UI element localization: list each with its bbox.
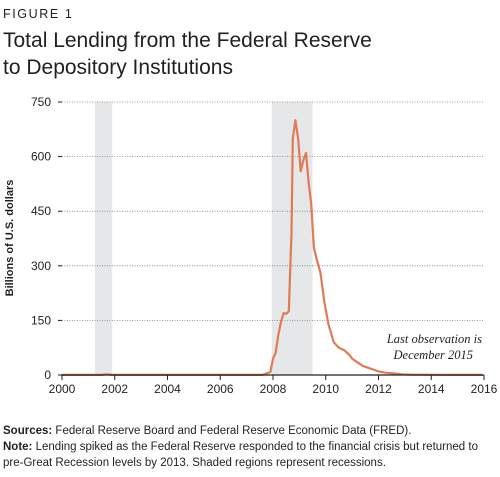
y-tick-label-300: 300 <box>31 259 51 273</box>
y-tick-label-0: 0 <box>44 368 51 382</box>
x-tick-label-2016: 2016 <box>471 382 498 396</box>
x-tick-label-2002: 2002 <box>101 382 128 396</box>
note-text: Lending spiked as the Federal Reserve re… <box>3 441 478 469</box>
axes <box>58 101 485 380</box>
x-tick-label-2006: 2006 <box>207 382 234 396</box>
y-axis-label: Billions of U.S. dollars <box>4 180 16 297</box>
y-tick-label-600: 600 <box>31 150 51 164</box>
sources-label: Sources: <box>3 425 53 437</box>
y-tick-label-450: 450 <box>31 204 51 218</box>
line-chart: 0 150 300 450 600 750 2000 2002 2004 2006 2008 2010… <box>4 95 498 396</box>
y-tick-label-750: 750 <box>31 95 51 109</box>
series-layer <box>60 119 483 376</box>
series-line-total-lending <box>60 119 483 376</box>
chart-title: Total Lending from the Federal Reserve t… <box>3 27 493 81</box>
chart-notes: Sources: Federal Reserve Board and Feder… <box>3 423 497 471</box>
x-tick-label-2004: 2004 <box>154 382 181 396</box>
x-tick-label-2008: 2008 <box>260 382 287 396</box>
annotation-line-1: Last observation is <box>386 332 482 346</box>
annotation-line-2: December 2015 <box>393 348 474 362</box>
axis-labels: 0 150 300 450 600 750 2000 2002 2004 2006 2008 2010… <box>4 95 498 396</box>
note-line: Note: Lending spiked as the Federal Rese… <box>3 439 497 471</box>
gridlines <box>62 101 484 321</box>
x-tick-label-2000: 2000 <box>49 382 76 396</box>
recession-band-1 <box>94 102 113 375</box>
x-tick-label-2012: 2012 <box>365 382 392 396</box>
recession-bands <box>94 102 313 375</box>
sources-text: Federal Reserve Board and Federal Reserv… <box>52 425 412 437</box>
figure-label: FIGURE 1 <box>3 7 74 21</box>
note-label: Note: <box>3 441 33 453</box>
x-tick-label-2014: 2014 <box>418 382 445 396</box>
sources-line: Sources: Federal Reserve Board and Feder… <box>3 423 497 439</box>
y-tick-label-150: 150 <box>31 313 51 327</box>
chart-title-line-2: to Depository Institutions <box>3 56 233 79</box>
x-tick-label-2010: 2010 <box>312 382 339 396</box>
chart-title-line-1: Total Lending from the Federal Reserve <box>3 29 372 52</box>
